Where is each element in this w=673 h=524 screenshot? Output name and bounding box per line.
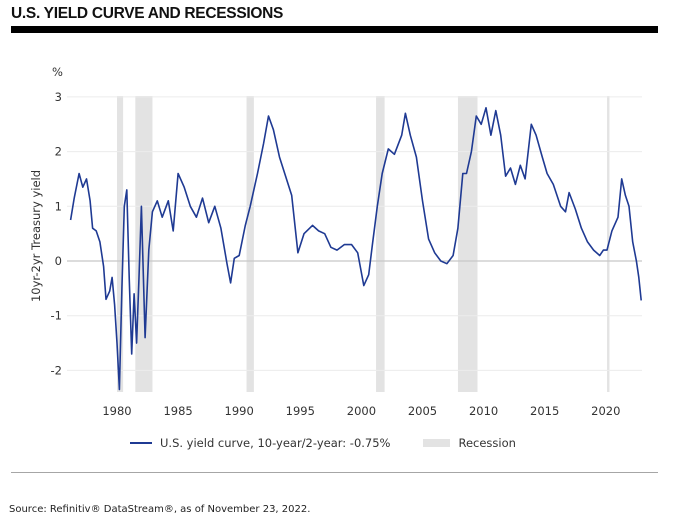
recession-band-0 [117,96,124,392]
footer-divider [11,472,658,473]
legend-recession-swatch [423,439,451,447]
title-underline-bar [11,26,658,33]
legend: U.S. yield curve, 10-year/2-year: -0.75%… [130,436,516,450]
legend-item-yield-curve: U.S. yield curve, 10-year/2-year: -0.75% [130,436,390,450]
x-tick-label: 1995 [286,404,315,418]
gridlines [67,96,642,371]
yield-curve-chart: 3 2 1 0 -1 -2 1980 1985 1990 1995 2000 2005 2010 201… [29,65,642,418]
recession-band-3 [376,96,385,392]
y-tick-label: -1 [51,309,62,323]
x-tick-label: 2010 [469,404,498,418]
source-note: Source: Refinitiv® DataStream®, as of No… [9,504,311,515]
y-tick-label: 2 [55,145,62,159]
y-tick-label: -2 [51,363,62,377]
x-tick-label: 1985 [163,404,192,418]
legend-line-swatch [130,442,152,444]
x-tick-label: 2015 [530,404,559,418]
recession-band-2 [246,96,254,392]
legend-label-recession: Recession [458,436,516,450]
yield-curve-series-line [69,107,642,391]
y-axis-label: 10yr-2yr Treasury yield [29,170,43,302]
x-tick-label: 2000 [347,404,376,418]
y-unit-label: % [52,65,63,79]
recession-band-1 [135,96,153,392]
y-tick-label: 0 [55,254,62,268]
legend-item-recession: Recession [390,436,516,450]
legend-label-yield-curve: U.S. yield curve, 10-year/2-year: -0.75% [160,436,391,450]
y-tick-label: 1 [55,199,62,213]
chart-title: U.S. YIELD CURVE AND RECESSIONS [11,5,284,22]
x-tick-label: 1980 [102,404,131,418]
x-tick-label: 1990 [225,404,254,418]
x-tick-label: 2005 [408,404,437,418]
x-tick-label: 2020 [591,404,620,418]
x-axis-ticks: 1980 1985 1990 1995 2000 2005 2010 2015 2020 [102,404,620,418]
recession-band-4 [457,96,478,392]
recession-bands [117,96,610,392]
y-axis-ticks: 3 2 1 0 -1 -2 [51,90,62,377]
y-tick-label: 3 [55,90,62,104]
